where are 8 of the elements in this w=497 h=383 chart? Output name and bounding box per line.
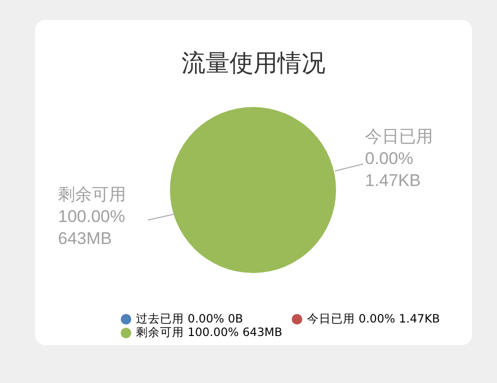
chart-title: 流量使用情况 (182, 49, 326, 77)
text: 0.00% 1.47KB (365, 149, 421, 190)
data-label: 100.00% 643MB (58, 207, 126, 248)
category-label: 今日已用 0.00% 1.47KB (307, 311, 440, 326)
legend-label: 过去已用 0.00% 0B (136, 311, 244, 326)
category-label: 剩余可用 100.00% 643MB (136, 325, 282, 339)
slice-label: 剩余可用 (58, 185, 126, 204)
category-label: 今日已用 (365, 127, 433, 146)
